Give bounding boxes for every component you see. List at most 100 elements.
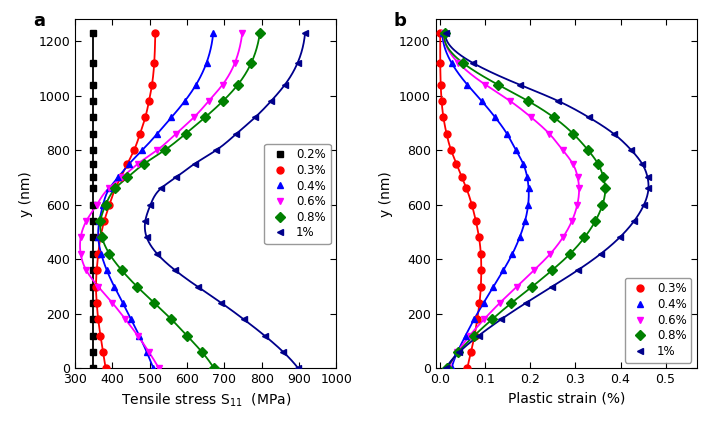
0.3% [438, 98, 446, 104]
0.3% [151, 30, 159, 35]
0.6% [121, 317, 129, 322]
Line: 1%: 1% [142, 29, 309, 372]
0.2% [89, 60, 97, 65]
0.3% [94, 317, 102, 322]
0.3% [141, 115, 149, 120]
0.6% [231, 60, 240, 65]
0.8% [97, 219, 105, 224]
1% [142, 235, 151, 240]
0.3% [476, 284, 485, 289]
0.8% [167, 317, 176, 322]
0.4% [448, 60, 456, 65]
0.4% [479, 300, 488, 305]
Line: 0.2%: 0.2% [89, 29, 96, 372]
0.4% [470, 317, 478, 322]
0.6% [204, 98, 213, 104]
1% [585, 115, 593, 120]
0.6% [575, 186, 583, 191]
0.6% [189, 115, 198, 120]
0.8% [528, 284, 536, 289]
0.4% [167, 115, 176, 120]
0.6% [134, 161, 142, 167]
1% [497, 317, 506, 322]
0.3% [123, 161, 132, 167]
0.8% [493, 82, 502, 87]
1% [217, 300, 226, 305]
Legend: 0.2%, 0.3%, 0.4%, 0.6%, 0.8%, 1%: 0.2%, 0.3%, 0.4%, 0.6%, 0.8%, 1% [264, 144, 330, 244]
0.3% [476, 251, 485, 256]
0.6% [465, 333, 474, 338]
0.8% [591, 219, 600, 224]
0.8% [458, 60, 467, 65]
0.4% [489, 284, 498, 289]
1% [441, 366, 450, 371]
0.3% [452, 161, 460, 167]
0.6% [495, 300, 504, 305]
0.6% [573, 175, 582, 180]
0.3% [468, 202, 476, 207]
0.8% [566, 251, 574, 256]
0.2% [89, 235, 97, 240]
1% [441, 30, 450, 35]
0.8% [117, 268, 126, 273]
0.2% [89, 333, 97, 338]
1% [455, 350, 463, 355]
0.2% [89, 300, 97, 305]
0.3% [443, 131, 451, 136]
0.4% [491, 115, 500, 120]
0.6% [77, 235, 85, 240]
0.8% [105, 251, 114, 256]
Line: 0.6%: 0.6% [440, 29, 583, 372]
0.4% [99, 202, 107, 207]
0.6% [481, 82, 490, 87]
Line: 1%: 1% [442, 29, 652, 372]
0.3% [436, 60, 445, 65]
0.8% [548, 268, 556, 273]
0.3% [473, 317, 481, 322]
0.4% [448, 366, 456, 371]
0.4% [135, 333, 144, 338]
0.6% [134, 333, 142, 338]
0.3% [475, 235, 483, 240]
0.4% [524, 186, 533, 191]
0.8% [488, 317, 496, 322]
0.4% [153, 131, 162, 136]
0.4% [102, 268, 111, 273]
0.3% [92, 300, 101, 305]
Line: 0.6%: 0.6% [77, 29, 246, 372]
0.4% [463, 82, 472, 87]
Line: 0.4%: 0.4% [95, 29, 217, 372]
0.6% [144, 350, 153, 355]
0.8% [601, 186, 609, 191]
1% [240, 317, 248, 322]
0.4% [114, 175, 122, 180]
1% [573, 268, 582, 273]
X-axis label: Plastic strain (%): Plastic strain (%) [508, 392, 625, 406]
0.6% [218, 82, 227, 87]
1% [630, 219, 638, 224]
0.6% [108, 300, 117, 305]
1% [548, 284, 556, 289]
0.3% [470, 333, 479, 338]
0.2% [89, 82, 97, 87]
1% [280, 82, 289, 87]
0.2% [89, 219, 97, 224]
0.6% [153, 147, 162, 153]
0.4% [94, 235, 102, 240]
1% [644, 186, 653, 191]
0.4% [438, 30, 447, 35]
1% [157, 186, 165, 191]
0.3% [447, 147, 455, 153]
0.4% [512, 147, 521, 153]
0.3% [475, 300, 484, 305]
Line: 0.3%: 0.3% [92, 29, 159, 372]
0.6% [506, 98, 514, 104]
0.4% [519, 161, 528, 167]
0.6% [568, 219, 576, 224]
1% [267, 98, 275, 104]
0.3% [97, 235, 105, 240]
0.3% [477, 268, 485, 273]
0.4% [209, 30, 217, 35]
0.6% [82, 219, 91, 224]
1% [301, 30, 310, 35]
